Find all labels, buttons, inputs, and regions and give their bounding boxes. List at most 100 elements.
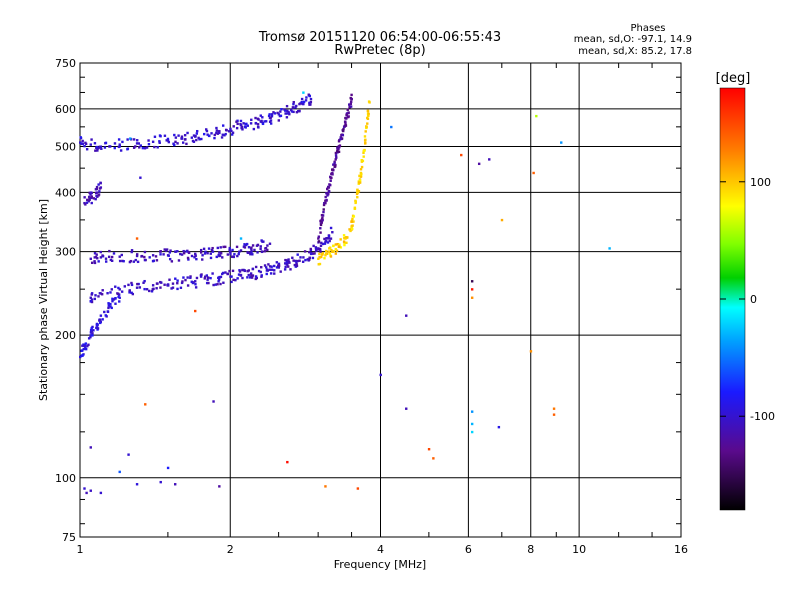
echo-point xyxy=(191,281,195,285)
echo-point xyxy=(345,112,349,115)
echo-point xyxy=(357,190,361,193)
echo-point xyxy=(128,289,131,293)
echo-point xyxy=(145,288,149,291)
echo-point xyxy=(295,263,298,266)
echo-point xyxy=(90,261,94,265)
echo-point xyxy=(329,176,333,180)
echo-point xyxy=(159,253,162,256)
echo-point xyxy=(166,284,170,287)
echo-point xyxy=(327,186,331,189)
echo-point xyxy=(219,275,223,279)
echo-point xyxy=(250,246,253,249)
x-tick-label: 4 xyxy=(377,543,384,556)
echo-point xyxy=(231,131,235,134)
echo-point xyxy=(470,410,474,413)
echo-point xyxy=(81,354,84,357)
echo-point xyxy=(268,242,272,245)
echo-point xyxy=(324,485,327,488)
echo-point xyxy=(260,250,264,254)
echo-point xyxy=(213,133,216,137)
echo-point xyxy=(470,422,474,426)
echo-point xyxy=(268,113,271,116)
echo-point xyxy=(113,142,117,145)
echo-point xyxy=(251,274,255,277)
echo-point xyxy=(322,203,326,207)
echo-point xyxy=(321,216,324,220)
echo-point xyxy=(321,242,325,246)
echo-point xyxy=(249,122,253,125)
echo-point xyxy=(292,100,295,104)
echo-point xyxy=(200,251,203,254)
echo-point xyxy=(207,247,211,250)
echo-point xyxy=(336,148,339,152)
echo-point xyxy=(83,487,86,490)
echo-point xyxy=(270,113,274,116)
echo-point xyxy=(368,101,371,104)
echo-point xyxy=(234,278,237,282)
echo-point xyxy=(314,249,318,253)
y-tick-label: 750 xyxy=(55,57,76,70)
echo-point xyxy=(277,266,281,269)
echo-point xyxy=(158,140,161,143)
echo-point xyxy=(168,257,172,261)
echo-point xyxy=(532,171,535,175)
echo-point xyxy=(307,93,310,96)
y-tick-label: 400 xyxy=(55,186,76,199)
echo-point xyxy=(87,343,90,346)
echo-point xyxy=(171,282,175,285)
echo-point xyxy=(174,140,177,144)
stats-heading: Phases xyxy=(630,23,665,34)
echo-point xyxy=(302,256,305,259)
echo-point xyxy=(342,129,345,133)
echo-point xyxy=(206,133,209,136)
echo-point xyxy=(260,119,263,123)
echo-point xyxy=(321,253,324,256)
echo-point xyxy=(166,137,170,141)
echo-point xyxy=(95,187,99,191)
echo-point xyxy=(143,258,147,262)
echo-point xyxy=(118,300,121,303)
echo-point xyxy=(129,259,133,263)
echo-point xyxy=(214,283,217,286)
echo-point xyxy=(336,146,339,149)
echo-point xyxy=(327,234,331,238)
echo-point xyxy=(334,248,337,251)
echo-point xyxy=(287,258,290,261)
echo-point xyxy=(90,201,93,205)
echo-point xyxy=(356,188,359,192)
y-tick-label: 300 xyxy=(55,246,76,259)
echo-point xyxy=(460,153,463,157)
echo-point xyxy=(187,258,190,261)
echo-point xyxy=(247,273,250,277)
echo-point xyxy=(488,158,491,161)
echo-point xyxy=(286,263,289,266)
echo-point xyxy=(110,288,113,291)
echo-point xyxy=(333,160,336,164)
echo-point xyxy=(362,155,365,158)
echo-point xyxy=(345,117,348,120)
echo-point xyxy=(185,142,188,146)
data-points xyxy=(79,91,611,495)
echo-point xyxy=(319,244,323,247)
echo-point xyxy=(130,281,133,285)
echo-point xyxy=(123,285,126,288)
echo-point xyxy=(99,250,102,254)
echo-point xyxy=(284,112,287,115)
echo-point xyxy=(144,403,147,406)
echo-point xyxy=(277,262,281,266)
echo-point xyxy=(206,278,209,281)
echo-point xyxy=(337,245,341,248)
echo-point xyxy=(345,241,348,245)
echo-point xyxy=(236,254,239,258)
echo-point xyxy=(313,252,316,255)
echo-point xyxy=(350,97,353,101)
echo-point xyxy=(257,269,261,273)
echo-point xyxy=(201,258,204,261)
echo-point xyxy=(266,244,269,247)
echo-point xyxy=(136,260,140,264)
echo-point xyxy=(198,138,201,141)
echo-point xyxy=(296,259,299,263)
echo-point xyxy=(90,195,94,198)
echo-point xyxy=(173,143,176,147)
echo-point xyxy=(317,235,321,238)
